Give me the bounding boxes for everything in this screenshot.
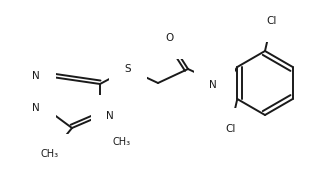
Text: N: N	[106, 111, 114, 121]
Text: N: N	[32, 71, 40, 81]
Text: S: S	[125, 64, 131, 74]
Text: O: O	[166, 33, 174, 43]
Text: CH₃: CH₃	[41, 149, 59, 159]
Text: Cl: Cl	[225, 124, 235, 134]
Text: CH₃: CH₃	[113, 137, 131, 147]
Text: Cl: Cl	[267, 16, 277, 26]
Text: H: H	[215, 78, 221, 87]
Text: N: N	[209, 80, 217, 90]
Text: N: N	[32, 103, 40, 113]
